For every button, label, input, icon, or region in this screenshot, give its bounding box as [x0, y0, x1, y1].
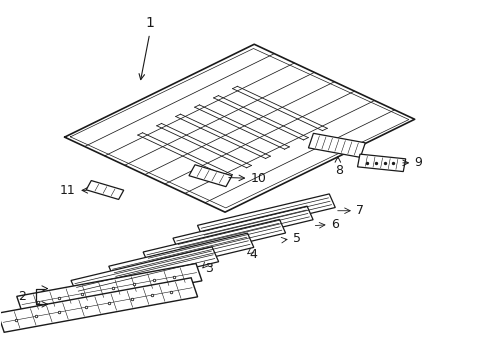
- Bar: [197, 194, 335, 239]
- Bar: [17, 264, 202, 314]
- Text: 8: 8: [335, 163, 343, 176]
- Text: 7: 7: [356, 204, 364, 217]
- Bar: [357, 154, 405, 172]
- Bar: [71, 247, 218, 296]
- Bar: [188, 165, 231, 187]
- Text: 6: 6: [330, 218, 338, 231]
- Bar: [173, 206, 312, 252]
- Text: 9: 9: [414, 156, 422, 169]
- Text: 5: 5: [292, 233, 301, 246]
- Text: 11: 11: [60, 184, 76, 197]
- Text: 1: 1: [145, 16, 154, 30]
- Bar: [143, 220, 285, 266]
- Bar: [0, 278, 197, 332]
- Text: 10: 10: [250, 172, 266, 185]
- Text: 4: 4: [249, 248, 257, 261]
- Bar: [86, 181, 123, 199]
- Text: 3: 3: [204, 262, 212, 275]
- Bar: [308, 133, 365, 157]
- Text: 2: 2: [18, 290, 26, 303]
- Bar: [108, 233, 253, 280]
